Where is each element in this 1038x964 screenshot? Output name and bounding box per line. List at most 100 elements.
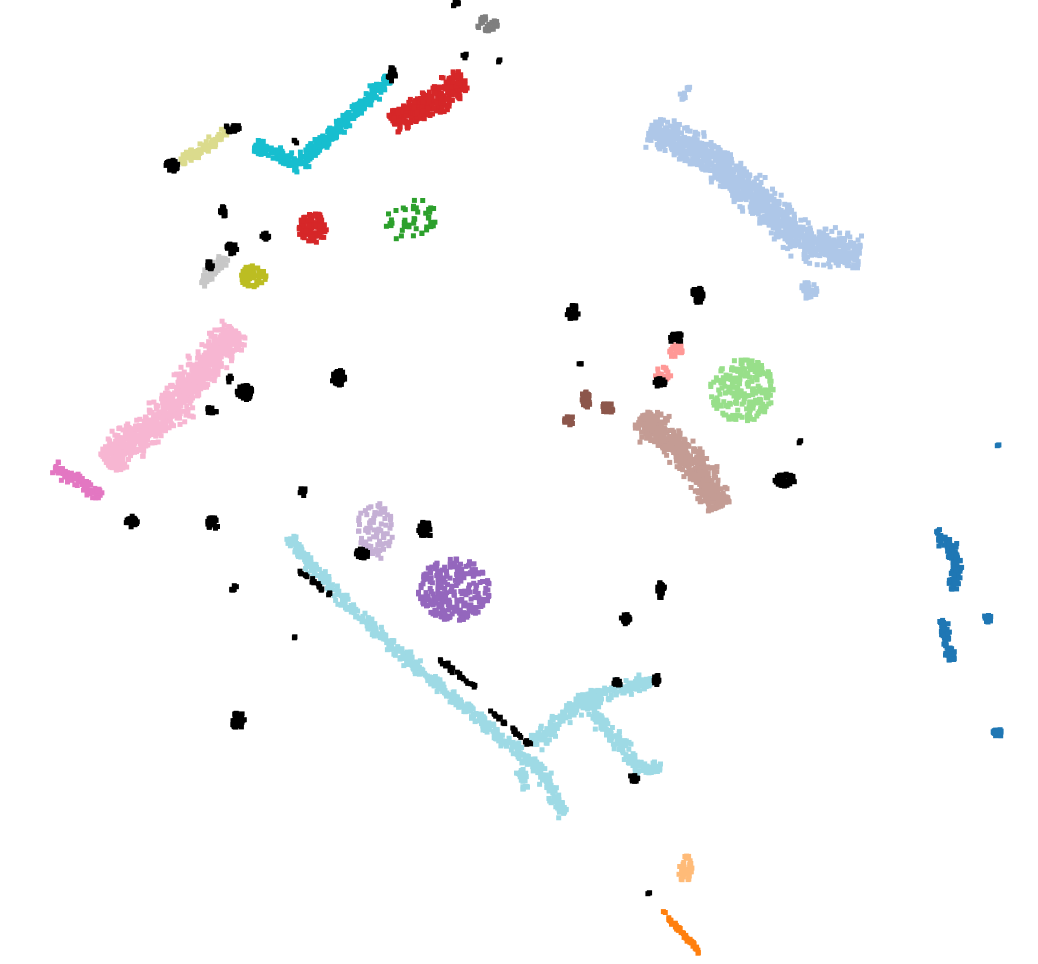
scatter-point xyxy=(814,252,820,258)
scatter-point xyxy=(319,229,325,235)
scatter-point xyxy=(727,177,733,183)
scatter-point xyxy=(534,741,540,747)
scatter-point xyxy=(224,132,229,137)
scatter-point xyxy=(749,358,755,364)
scatter-point xyxy=(297,149,303,155)
scatter-point xyxy=(787,209,793,215)
scatter-point xyxy=(821,242,827,248)
scatter-point xyxy=(354,614,360,620)
scatter-point xyxy=(164,401,170,407)
scatter-point xyxy=(236,345,242,350)
scatter-point xyxy=(533,739,539,745)
scatter-point xyxy=(317,135,323,141)
scatter-point xyxy=(110,445,116,450)
scatter-point xyxy=(368,619,374,625)
scatter-point xyxy=(214,348,219,354)
scatter-point xyxy=(373,628,379,634)
scatter-point xyxy=(75,471,81,477)
scatter-point xyxy=(803,292,809,298)
scatter-point xyxy=(189,378,195,384)
scatter-point xyxy=(119,462,125,468)
scatter-point xyxy=(192,367,198,373)
scatter-point xyxy=(62,468,68,474)
scatter-point xyxy=(415,209,421,215)
scatter-point xyxy=(820,250,826,256)
scatter-point xyxy=(336,124,342,130)
scatter-point xyxy=(826,247,832,253)
scatter-point xyxy=(113,447,118,453)
scatter-point xyxy=(313,239,319,245)
scatter-point xyxy=(196,155,201,161)
scatter-point xyxy=(412,661,417,667)
scatter-point xyxy=(207,272,213,278)
scatter-point xyxy=(607,687,613,692)
scatter-point xyxy=(235,335,241,341)
scatter-point xyxy=(326,140,332,146)
scatter-point xyxy=(720,162,726,168)
scatter-point xyxy=(697,446,703,452)
scatter-point xyxy=(824,252,830,258)
scatter-point xyxy=(734,413,740,418)
scatter-point xyxy=(683,454,689,460)
scatter-point xyxy=(713,375,719,381)
scatter-point xyxy=(254,147,260,153)
scatter-point xyxy=(798,217,804,223)
scatter-point xyxy=(766,373,772,379)
scatter-point xyxy=(791,217,797,223)
scatter-point xyxy=(666,438,672,444)
scatter-point xyxy=(835,260,841,266)
scatter-point xyxy=(617,746,623,752)
scatter-point xyxy=(446,85,452,91)
scatter-point xyxy=(440,688,446,694)
scatter-point xyxy=(773,214,779,220)
scatter-point xyxy=(682,90,687,96)
scatter-point xyxy=(690,438,696,444)
scatter-point xyxy=(408,113,414,119)
scatter-point xyxy=(173,413,179,419)
scatter-point xyxy=(202,283,208,289)
scatter-point xyxy=(235,340,241,346)
scatter-point xyxy=(671,118,677,124)
scatter-point xyxy=(498,743,504,749)
scatter-point xyxy=(668,132,674,138)
scatter-point xyxy=(705,150,711,156)
scatter-point xyxy=(430,223,436,229)
scatter-point xyxy=(318,570,324,576)
scatter-point xyxy=(444,107,450,113)
scatter-point xyxy=(680,451,686,456)
scatter-point xyxy=(210,137,216,143)
scatter-point xyxy=(240,280,246,285)
scatter-point xyxy=(345,596,351,602)
scatter-point xyxy=(498,734,504,740)
scatter-point xyxy=(204,384,209,390)
scatter-point xyxy=(288,154,294,160)
scatter-point xyxy=(610,741,616,747)
scatter-point xyxy=(337,117,343,123)
scatter-point xyxy=(205,272,210,278)
scatter-point xyxy=(307,143,313,149)
scatter-point xyxy=(666,441,672,447)
scatter-point xyxy=(683,154,689,160)
scatter-point xyxy=(765,388,771,393)
scatter-point xyxy=(708,151,714,157)
scatter-point xyxy=(325,128,331,134)
cluster-dark-gray-blob xyxy=(475,14,500,34)
scatter-point xyxy=(770,186,775,192)
scatter-point xyxy=(255,150,261,156)
scatter-point xyxy=(735,384,741,390)
scatter-point xyxy=(755,185,761,191)
scatter-point xyxy=(138,442,144,448)
scatter-point xyxy=(481,720,487,726)
scatter-point xyxy=(747,204,753,210)
scatter-point xyxy=(177,408,183,414)
scatter-point xyxy=(132,432,138,437)
scatter-point xyxy=(165,390,171,396)
scatter-point xyxy=(855,259,861,265)
scatter-point xyxy=(219,261,225,267)
scatter-point xyxy=(815,243,821,249)
scatter-point xyxy=(303,228,309,234)
scatter-point xyxy=(708,179,714,185)
cluster-rose-brown-band xyxy=(632,409,732,514)
scatter-point xyxy=(838,243,844,248)
scatter-point xyxy=(774,207,780,213)
